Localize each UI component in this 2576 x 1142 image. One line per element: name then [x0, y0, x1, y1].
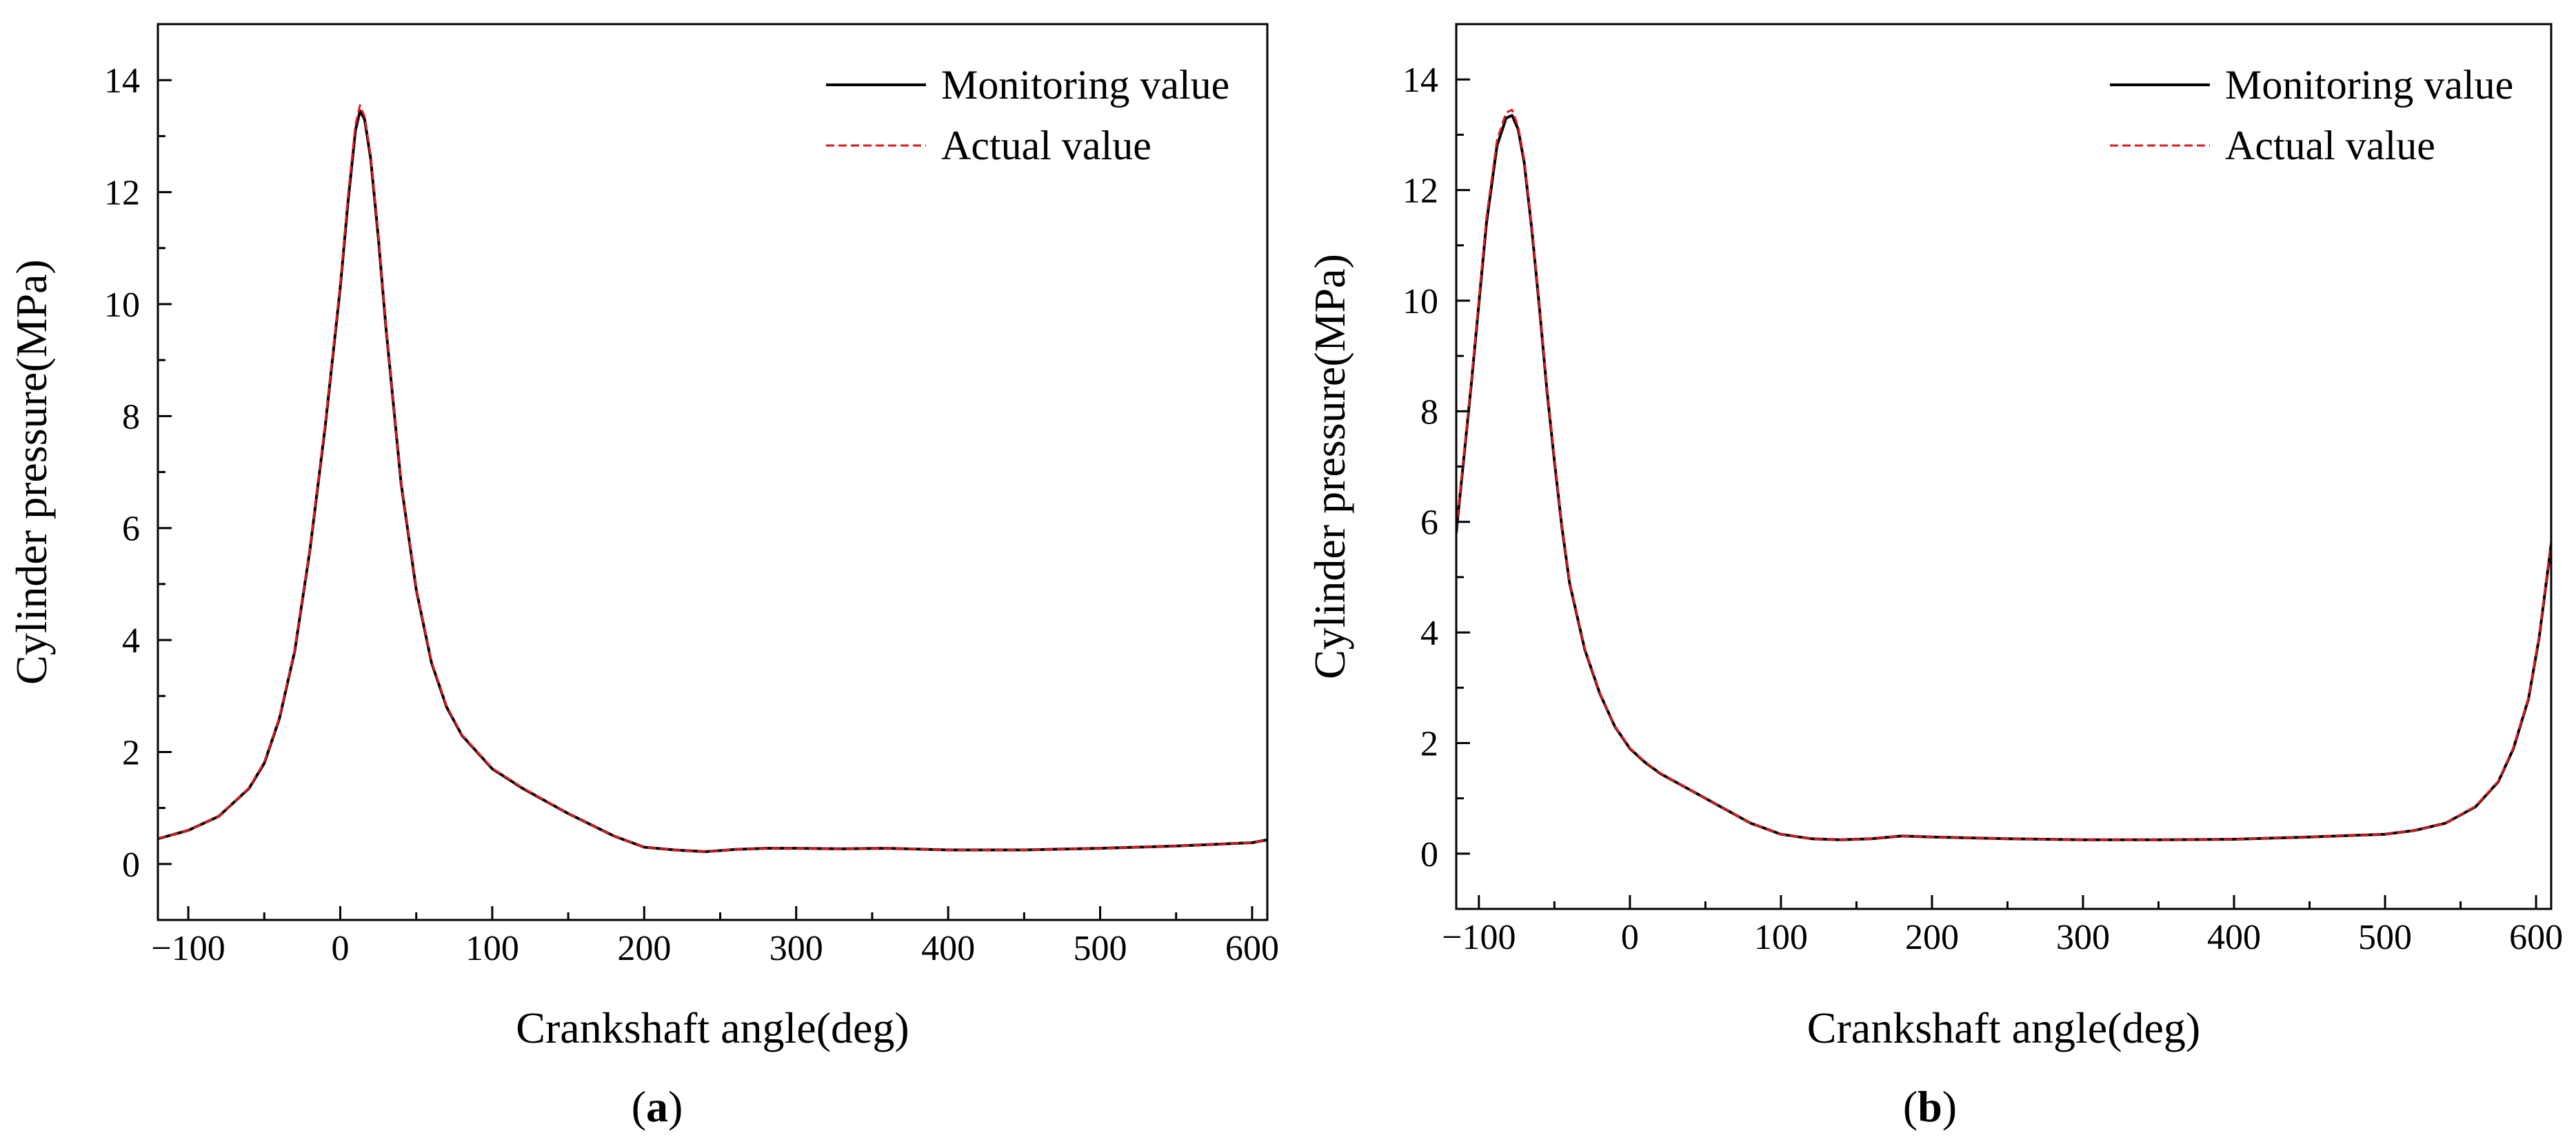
x-tick-label: −100	[1442, 918, 1516, 957]
x-tick-label: 200	[617, 929, 671, 968]
x-tick-label: 500	[1074, 929, 1127, 968]
x-tick-label: 300	[769, 929, 823, 968]
y-tick-label: 4	[1420, 614, 1438, 653]
chart-panel-a: −100 0 100 200 300 400 500 600 0 2 4 6 8 10 12 14 Cranks…	[7, 23, 1279, 1131]
panel-letter: a	[646, 1082, 668, 1131]
y-tick-label: 6	[1420, 503, 1438, 543]
x-tick-label: 0	[331, 929, 349, 968]
x-axis-title: Crankshaft angle(deg)	[516, 1003, 909, 1052]
y-tick-label: 0	[122, 845, 140, 885]
panel-label: (a)	[632, 1082, 683, 1131]
x-tick-label: 400	[921, 929, 975, 968]
y-tick-label: 2	[1420, 724, 1438, 763]
y-tick-label: 8	[122, 397, 140, 437]
series-line-monitoring	[158, 109, 1267, 853]
x-tick-label: 0	[1621, 918, 1639, 957]
y-axis-title: Cylinder pressure(MPa)	[7, 259, 56, 685]
x-tick-label: 600	[1225, 929, 1279, 968]
series-line-monitoring	[1456, 114, 2551, 841]
legend: Monitoring value Actual value	[826, 62, 1229, 168]
legend-label-monitoring: Monitoring value	[2225, 62, 2513, 108]
x-tick-label: 400	[2207, 918, 2261, 957]
legend-label-monitoring: Monitoring value	[941, 62, 1229, 108]
y-tick-label: 0	[1420, 835, 1438, 874]
series-group	[158, 104, 1267, 853]
x-tick-label: 100	[465, 929, 519, 968]
y-axis-title: Cylinder pressure(MPa)	[1305, 254, 1354, 679]
chart-panel-b: −100 0 100 200 300 400 500 600 0 2 4 6 8 10 12 14 Cranks…	[1305, 23, 2563, 1131]
legend-label-actual: Actual value	[2225, 123, 2435, 168]
y-tick-label: 12	[1402, 172, 1438, 211]
y-tick-label: 2	[122, 733, 140, 772]
y-tick-label: 12	[104, 174, 140, 213]
y-tick-label: 6	[122, 510, 140, 549]
y-tick-label: 14	[1402, 61, 1438, 100]
y-tick-label: 8	[1420, 392, 1438, 432]
x-tick-label: 600	[2509, 918, 2563, 957]
panel-letter: b	[1918, 1082, 1942, 1131]
series-line-actual	[158, 104, 1267, 853]
x-tick-label: 100	[1754, 918, 1808, 957]
series-group	[1456, 108, 2551, 841]
x-tick-label: 300	[2056, 918, 2110, 957]
x-tick-label: 500	[2358, 918, 2412, 957]
y-tick-label: 4	[122, 621, 140, 661]
legend-label-actual: Actual value	[941, 123, 1151, 168]
y-tick-label: 10	[1402, 282, 1438, 321]
x-tick-label: −100	[151, 929, 225, 968]
legend: Monitoring value Actual value	[2110, 62, 2513, 168]
x-tick-label: 200	[1905, 918, 1959, 957]
x-axis-title: Crankshaft angle(deg)	[1807, 1003, 2200, 1052]
y-tick-label: 10	[104, 286, 140, 325]
panel-label: (b)	[1903, 1082, 1957, 1131]
y-tick-label: 14	[104, 61, 140, 101]
series-line-actual	[1456, 108, 2551, 841]
